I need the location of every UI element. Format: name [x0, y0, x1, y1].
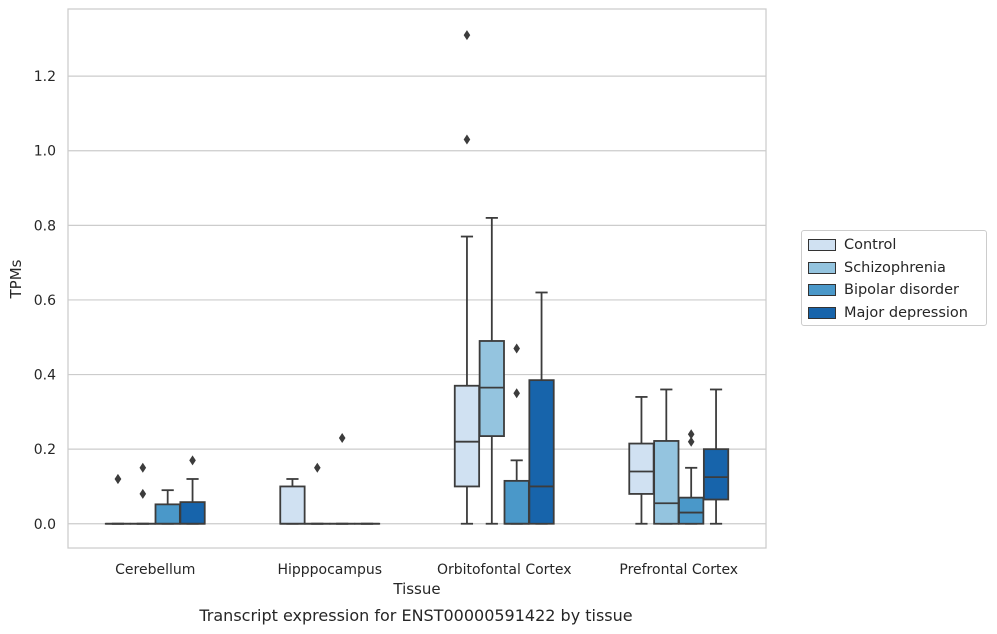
box-iqr	[503, 479, 530, 525]
outlier-point	[463, 30, 471, 41]
legend-swatch	[808, 284, 836, 296]
outlier-point	[114, 473, 122, 484]
chart-caption: Transcript expression for ENST0000059142…	[199, 606, 633, 625]
y-tick-label: 1.2	[34, 69, 56, 85]
box-1-1	[304, 462, 331, 525]
outlier-point	[687, 436, 695, 447]
legend-swatch	[808, 261, 836, 274]
box-3-2	[678, 429, 705, 525]
box-0-2	[154, 489, 181, 525]
box-iqr	[154, 503, 181, 525]
y-tick-label: 0.6	[34, 293, 56, 309]
box-3-3	[702, 388, 730, 525]
box-0-1	[129, 462, 156, 525]
y-axis-ticks: 0.0 0.2 0.4 0.6 0.8 1.0 1.2	[34, 69, 56, 533]
boxes	[104, 30, 730, 525]
x-tick-label: Orbitofontal Cortex	[437, 562, 572, 578]
y-tick-label: 0.0	[34, 517, 56, 533]
box-3-0	[628, 396, 655, 525]
box-2-3	[528, 291, 555, 525]
legend: Control Schizophrenia Bipolar disorder Majo…	[801, 230, 987, 326]
grid-lines	[68, 75, 766, 525]
plot-frame	[67, 8, 767, 549]
legend-swatch	[808, 306, 836, 319]
box-2-2	[503, 343, 530, 525]
outlier-point	[463, 134, 471, 145]
box-iqr	[678, 496, 705, 525]
box-1-2	[329, 432, 356, 525]
box-iqr	[179, 501, 206, 525]
box-1-0	[279, 478, 306, 525]
outlier-point	[687, 429, 695, 440]
legend-item: Bipolar disorder	[808, 280, 959, 300]
legend-item: Major depression	[808, 303, 968, 323]
box-iqr	[653, 440, 680, 525]
outlier-point	[513, 343, 520, 354]
legend-label: Major depression	[844, 304, 968, 321]
outlier-point	[139, 462, 147, 473]
x-tick-label: Cerebellum	[115, 562, 195, 578]
x-axis-ticks: Cerebellum Hipppocampus Orbitofontal Corte…	[115, 562, 738, 578]
box-iqr	[453, 384, 481, 488]
box-0-0	[104, 473, 132, 525]
box-3-1	[653, 388, 680, 525]
legend-label: Control	[844, 237, 897, 253]
x-axis-title: Tissue	[392, 580, 440, 598]
x-tick-label: Hipppocampus	[277, 562, 382, 578]
outlier-point	[513, 388, 520, 399]
legend-label: Schizophrenia	[844, 259, 946, 276]
legend-item: Schizophrenia	[808, 258, 946, 278]
legend-item: Control	[808, 235, 896, 255]
box-iqr	[478, 340, 505, 437]
box-2-0	[453, 30, 481, 525]
x-tick-label: Prefrontal Cortex	[619, 562, 738, 578]
outlier-point	[139, 488, 147, 499]
outlier-point	[189, 455, 196, 466]
box-iqr	[702, 448, 730, 501]
box-iqr	[628, 442, 655, 495]
legend-label: Bipolar disorder	[844, 282, 959, 298]
outlier-point	[338, 432, 346, 443]
y-tick-label: 0.8	[34, 218, 56, 234]
box-iqr	[279, 485, 306, 525]
y-tick-label: 0.2	[34, 442, 56, 458]
y-tick-label: 1.0	[34, 144, 56, 160]
outlier-point	[314, 462, 321, 473]
legend-swatch	[808, 239, 836, 251]
box-iqr	[528, 379, 555, 525]
box-0-3	[179, 455, 206, 525]
box-2-1	[478, 216, 505, 525]
y-tick-label: 0.4	[34, 368, 56, 384]
y-axis-title: TPMs	[7, 259, 25, 299]
